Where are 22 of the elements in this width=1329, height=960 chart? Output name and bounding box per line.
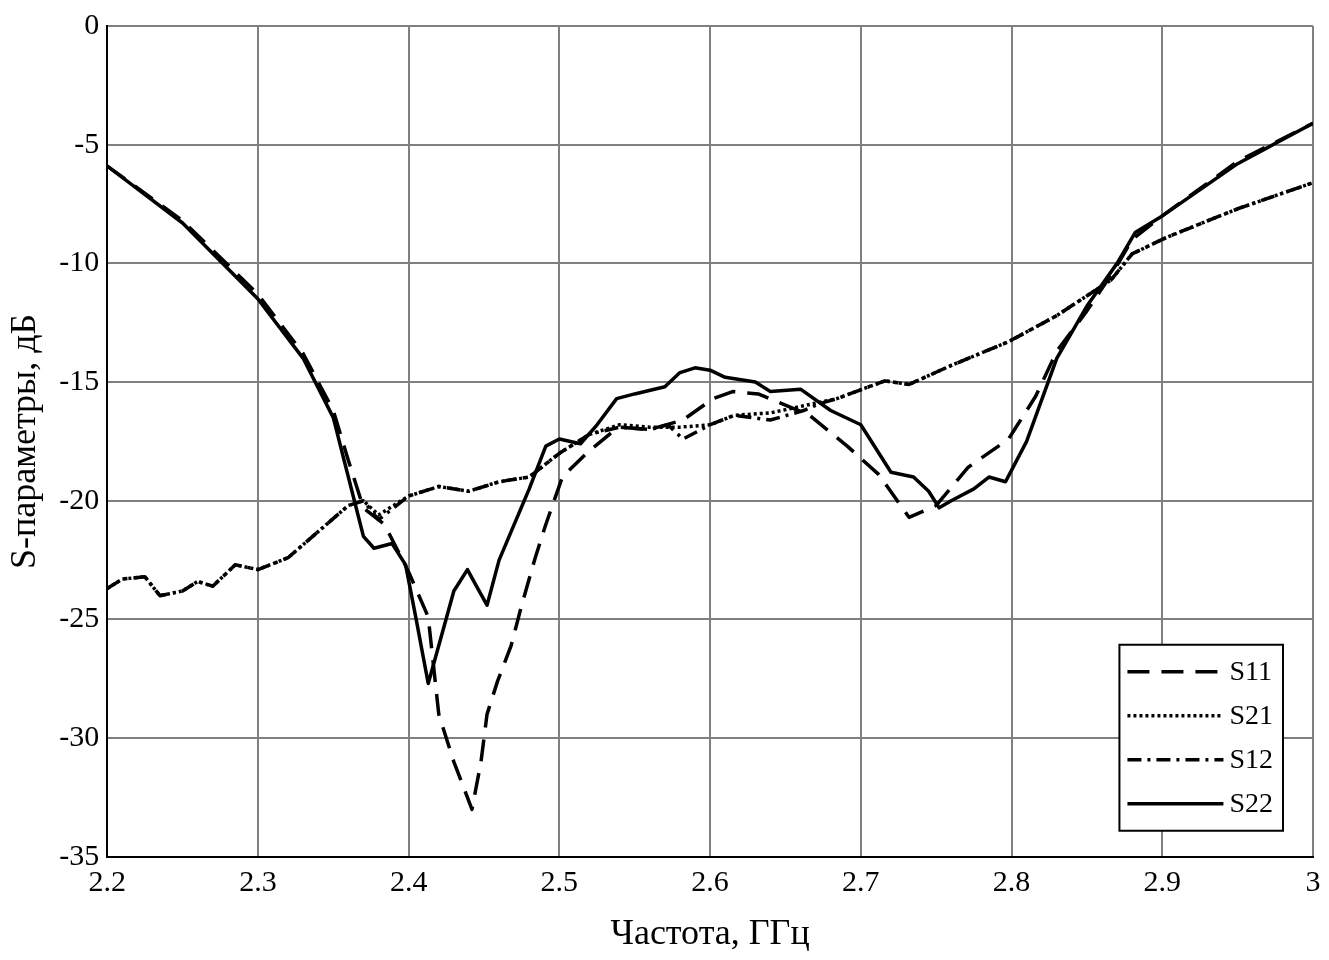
x-tick-label: 2.5	[540, 863, 579, 897]
x-tick-label: 2.6	[691, 863, 729, 897]
y-tick-label: -30	[59, 718, 100, 752]
x-tick-label: 2.7	[842, 863, 880, 897]
legend-label: S22	[1229, 787, 1274, 819]
y-tick-label: -35	[59, 837, 100, 871]
x-tick-label: 3	[1305, 863, 1321, 897]
x-axis-title: Частота, ГГц	[610, 911, 810, 952]
y-tick-label: -10	[59, 244, 100, 278]
y-tick-label: 0	[84, 6, 100, 40]
x-tick-label: 2.9	[1143, 863, 1182, 897]
x-tick-label: 2.3	[239, 863, 277, 897]
legend-label: S21	[1229, 699, 1274, 731]
y-tick-label: -5	[74, 125, 100, 159]
x-tick-label: 2.4	[389, 863, 428, 897]
y-tick-label: -25	[59, 600, 100, 634]
y-tick-label: -15	[59, 362, 100, 396]
legend-label: S12	[1229, 743, 1274, 775]
x-tick-label: 2.8	[992, 863, 1031, 897]
y-tick-label: -20	[59, 481, 100, 515]
legend-label: S11	[1229, 655, 1272, 687]
y-axis-title: S-параметры, дБ	[3, 313, 44, 570]
